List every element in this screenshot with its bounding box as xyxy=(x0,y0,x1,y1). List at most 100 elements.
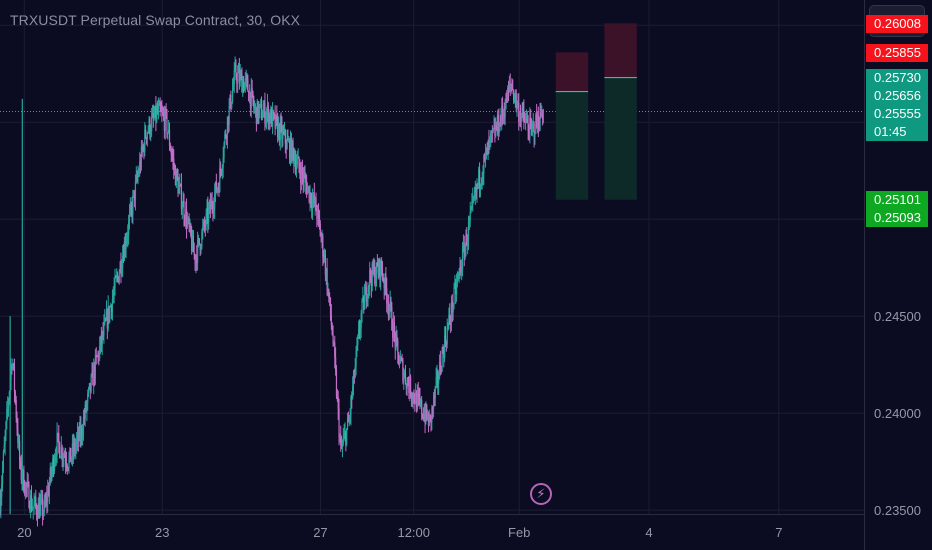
take-profit-zone xyxy=(555,91,589,200)
candle-body xyxy=(416,393,418,410)
candle-body xyxy=(180,184,183,210)
candle-body xyxy=(396,335,398,341)
candle-body xyxy=(181,207,183,210)
candle-body xyxy=(347,418,349,423)
candle-body xyxy=(147,130,149,133)
candle-body xyxy=(77,432,79,441)
candle-body xyxy=(231,89,234,102)
candle-body xyxy=(176,170,178,178)
candle-body xyxy=(68,458,70,469)
candle-body xyxy=(412,392,414,399)
candle-body xyxy=(301,167,303,176)
candle-body xyxy=(378,259,380,274)
candle-body xyxy=(81,427,83,437)
candle-body xyxy=(386,302,389,304)
candle-body xyxy=(516,103,518,107)
candle-body xyxy=(183,200,185,218)
candle-body xyxy=(65,462,68,466)
candle-body xyxy=(0,496,2,513)
candle-body xyxy=(318,215,321,224)
candle-body xyxy=(404,372,406,376)
candle-body xyxy=(244,78,246,84)
candle-body xyxy=(266,105,269,113)
candle-body xyxy=(365,286,367,302)
candle-body xyxy=(125,242,127,249)
candle-body xyxy=(252,91,254,102)
candle-body xyxy=(497,114,499,133)
candle-body xyxy=(43,501,45,513)
candle-body xyxy=(254,107,257,109)
candle-body xyxy=(469,212,471,221)
candle-body xyxy=(129,205,131,214)
candle-body xyxy=(363,294,366,310)
price-badge: 0.25855 xyxy=(866,44,928,63)
candle-body xyxy=(476,183,478,192)
candle-body xyxy=(348,417,350,423)
candle-body xyxy=(317,209,319,219)
candle-body xyxy=(364,286,367,295)
candle-body xyxy=(369,270,372,279)
candle-body xyxy=(312,199,314,209)
candle-body xyxy=(335,370,338,397)
candle-body xyxy=(60,447,62,458)
candle-body xyxy=(254,107,256,109)
candle-body xyxy=(328,288,330,298)
candle-body xyxy=(530,123,533,128)
candle-body xyxy=(220,168,222,171)
candle-body xyxy=(110,305,113,313)
candle-body xyxy=(162,113,165,116)
candle-body xyxy=(496,114,499,130)
candle-body xyxy=(25,483,28,487)
candle-body xyxy=(154,106,156,118)
candle-body xyxy=(272,110,275,114)
candle-body xyxy=(433,395,436,399)
candle-body xyxy=(285,143,287,149)
candle-body xyxy=(485,147,487,153)
candle-body xyxy=(315,198,317,211)
candle-body xyxy=(388,307,390,312)
candle-body xyxy=(295,164,298,171)
candle-body xyxy=(163,115,166,132)
candle-body xyxy=(335,357,337,371)
candle-body xyxy=(458,269,460,275)
candle-body xyxy=(232,84,235,90)
candle-body xyxy=(350,397,352,415)
candle-body xyxy=(222,158,224,168)
candle-body xyxy=(187,218,189,221)
candle-body xyxy=(464,246,466,259)
candle-body xyxy=(236,77,238,84)
candle-body xyxy=(182,200,184,208)
candle-body xyxy=(316,210,318,219)
candle-body xyxy=(142,145,144,150)
candle-body xyxy=(240,73,242,75)
candle-body xyxy=(417,393,419,396)
candle-body xyxy=(507,88,510,91)
candle-body xyxy=(314,198,316,205)
candle-body xyxy=(267,105,269,124)
candle-body xyxy=(394,332,396,349)
lightning-icon[interactable]: ⚡ xyxy=(530,483,552,505)
candle-body xyxy=(32,506,34,509)
candle-body xyxy=(245,77,247,79)
candle-body xyxy=(446,327,448,345)
candle-body xyxy=(184,217,186,222)
candle-body xyxy=(135,175,137,182)
candle-body xyxy=(526,118,528,124)
candle-body xyxy=(475,186,477,192)
candle-body xyxy=(259,104,261,109)
candle-body xyxy=(177,177,179,194)
candle-body xyxy=(249,92,252,109)
candle-body xyxy=(490,133,492,138)
candle-body xyxy=(406,379,408,389)
candle-body xyxy=(274,114,276,128)
candle-body xyxy=(432,407,434,409)
candle-body xyxy=(333,342,335,344)
candle-body xyxy=(160,109,162,112)
candles xyxy=(0,56,545,527)
candle-body xyxy=(325,268,327,276)
candle-body xyxy=(346,428,348,445)
candle-body xyxy=(113,288,115,295)
candle-body xyxy=(326,268,328,292)
candle-body xyxy=(262,111,264,118)
